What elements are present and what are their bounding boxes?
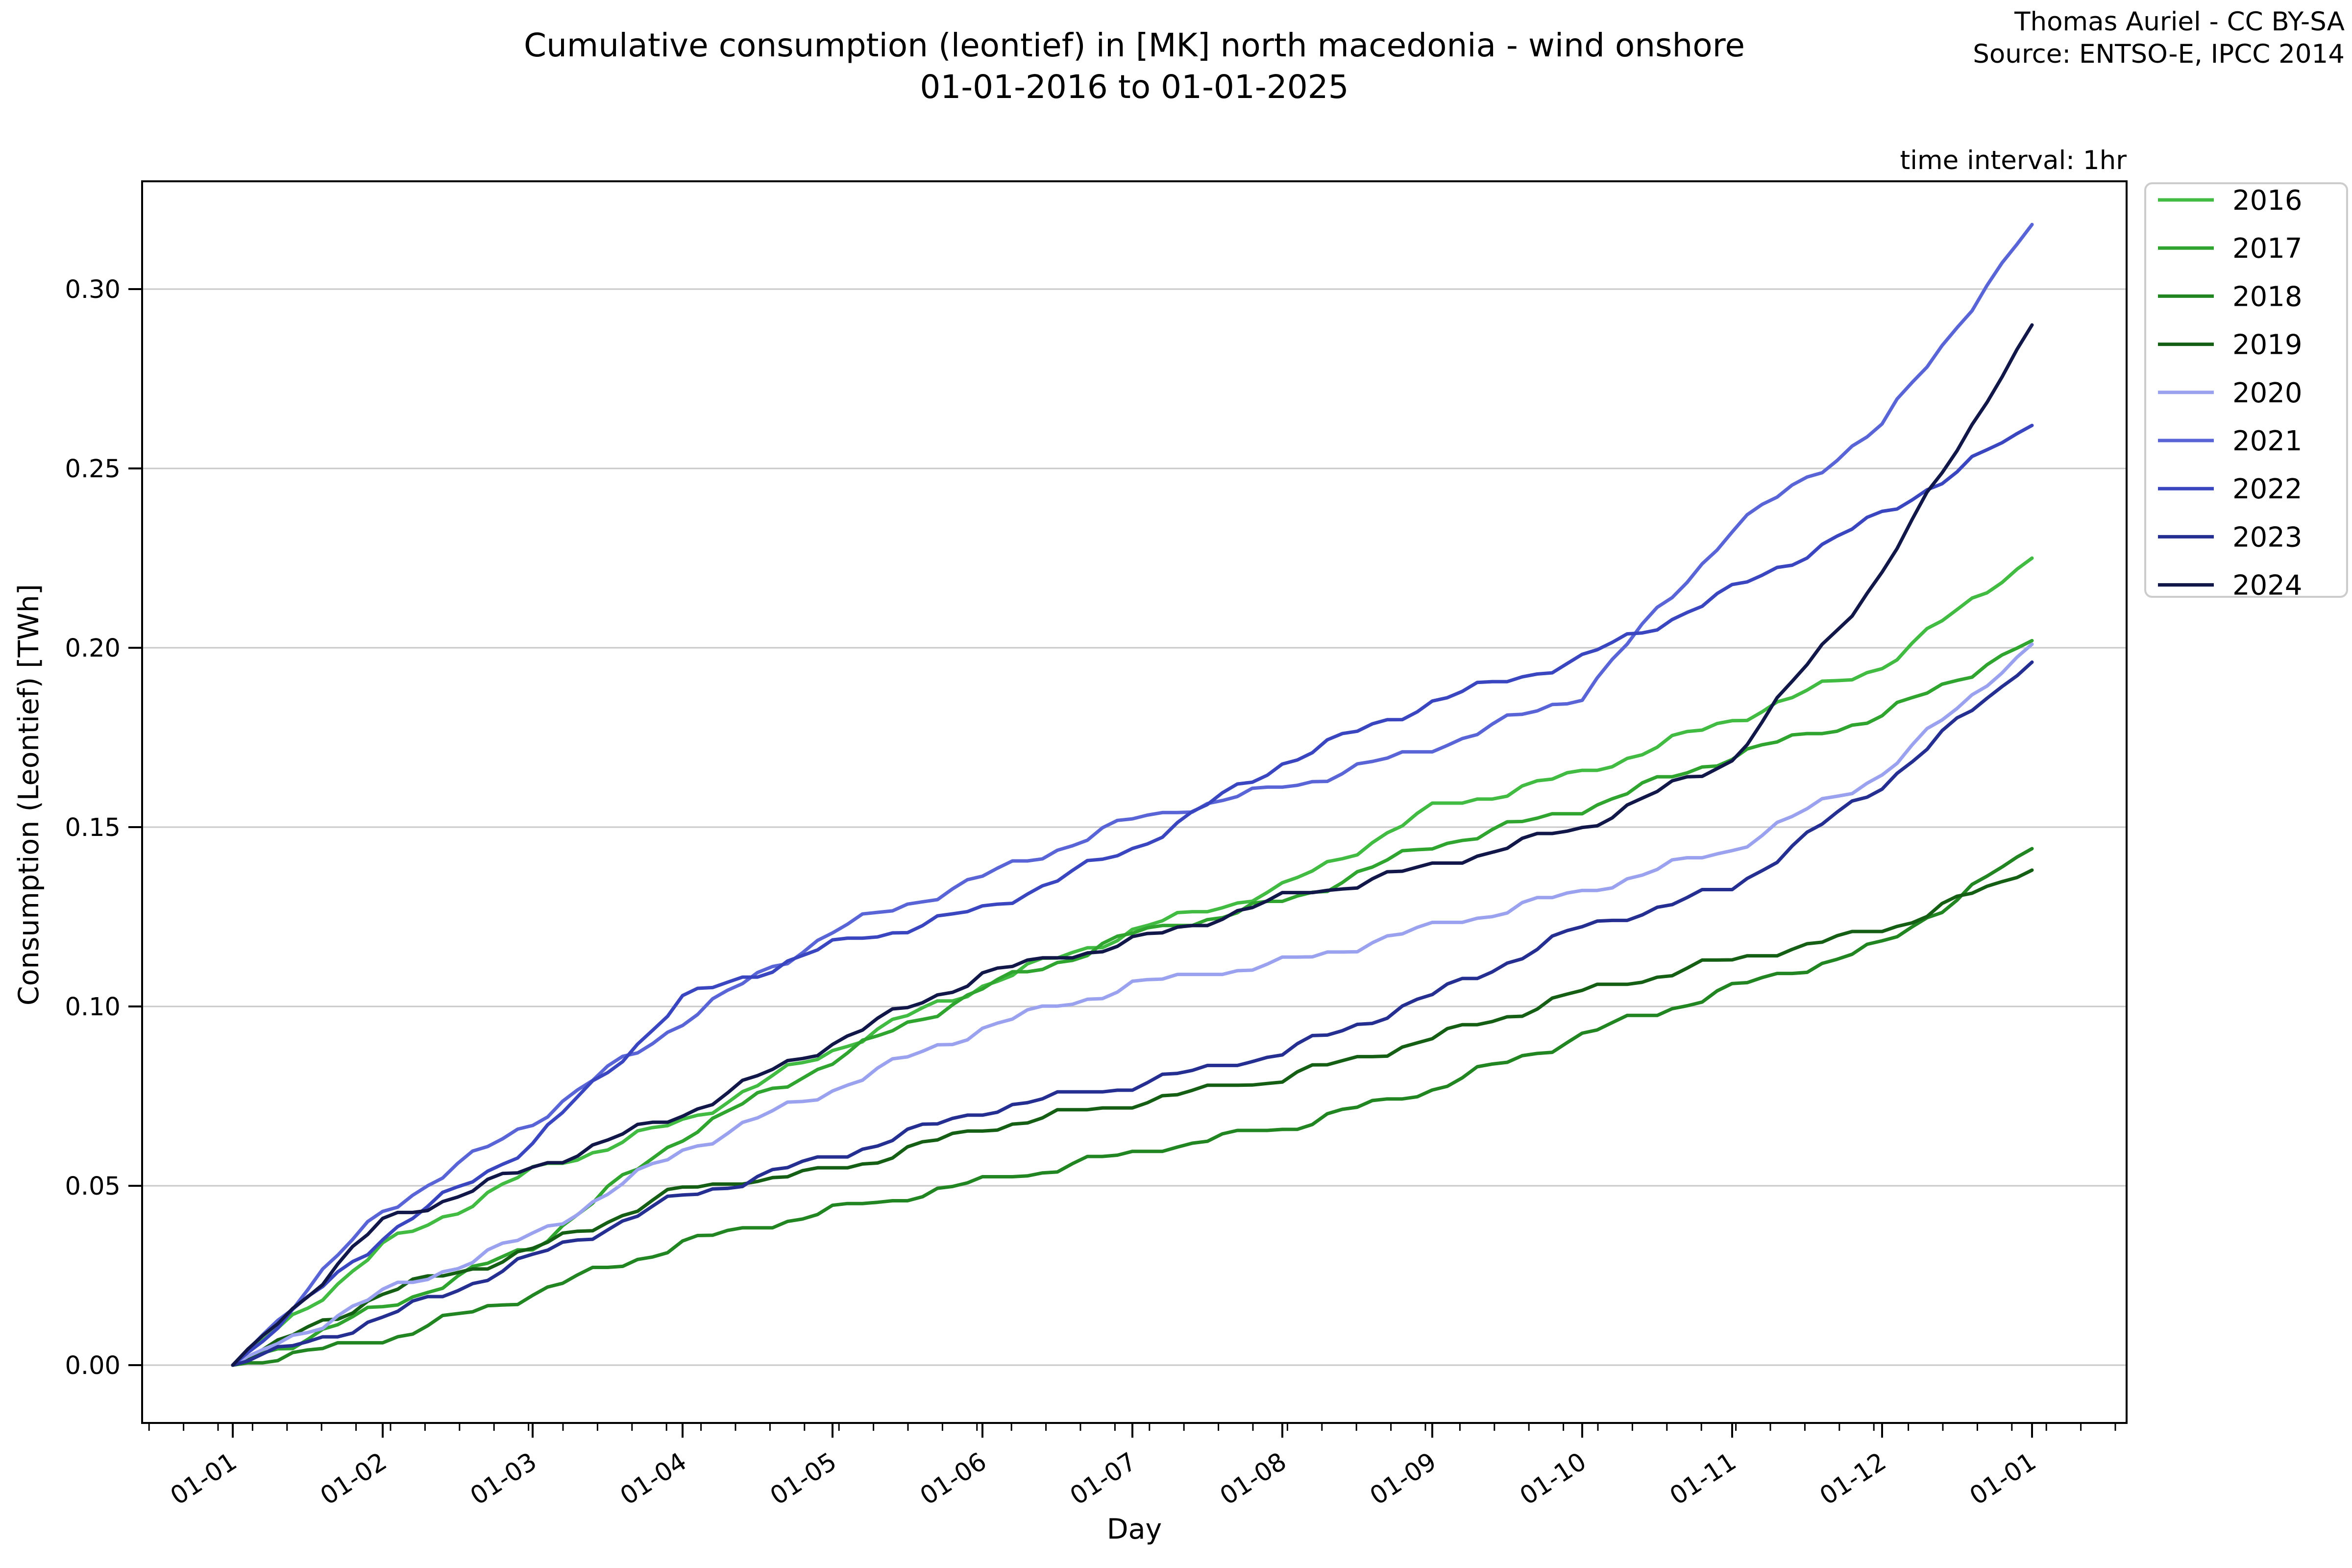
series-line-2024 bbox=[231, 323, 2034, 1367]
legend-label-2018: 2018 bbox=[2232, 281, 2303, 313]
y-axis-label: Consumption (Leontief) [TWh] bbox=[13, 584, 45, 1005]
x-tick-label: 01-01 bbox=[166, 1447, 242, 1511]
series-line-2021 bbox=[231, 222, 2034, 1367]
y-tick-label: 0.20 bbox=[65, 634, 121, 663]
data-series-lines bbox=[231, 222, 2034, 1367]
y-tick-label: 0.05 bbox=[65, 1172, 121, 1201]
x-tick-label: 01-12 bbox=[1815, 1447, 1891, 1511]
chart-title-line2: 01-01-2016 to 01-01-2025 bbox=[920, 68, 1348, 106]
gridlines bbox=[142, 288, 2127, 1366]
x-tick-label: 01-06 bbox=[915, 1447, 992, 1511]
x-tick-label: 01-07 bbox=[1065, 1447, 1142, 1511]
x-tick-label: 01-05 bbox=[765, 1447, 842, 1511]
legend-label-2020: 2020 bbox=[2232, 377, 2303, 409]
y-tick-label: 0.10 bbox=[65, 993, 121, 1022]
chart-title-line1: Cumulative consumption (leontief) in [MK… bbox=[524, 26, 1745, 64]
x-tick-label: 01-04 bbox=[615, 1447, 692, 1511]
time-interval-annotation: time interval: 1hr bbox=[1900, 146, 2127, 175]
x-tick-label: 01-10 bbox=[1515, 1447, 1592, 1511]
legend-label-2019: 2019 bbox=[2232, 329, 2303, 361]
y-tick-label: 0.25 bbox=[65, 455, 121, 484]
legend-label-2017: 2017 bbox=[2232, 233, 2303, 265]
series-line-2023 bbox=[231, 660, 2034, 1367]
x-tick-label: 01-02 bbox=[316, 1447, 392, 1511]
legend-label-2022: 2022 bbox=[2232, 473, 2303, 505]
x-tick-label: 01-01 bbox=[1965, 1447, 2041, 1511]
plot-spines bbox=[141, 180, 2128, 1424]
legend-label-2016: 2016 bbox=[2232, 185, 2303, 217]
legend-label-2021: 2021 bbox=[2232, 425, 2303, 457]
axis-ticks bbox=[128, 288, 2116, 1438]
x-tick-label: 01-08 bbox=[1215, 1447, 1292, 1511]
series-line-2018 bbox=[231, 847, 2034, 1367]
x-tick-label: 01-11 bbox=[1665, 1447, 1741, 1511]
legend: 2016 2017 2018 2019 2020 2021 2022 2023 2024 bbox=[2144, 182, 2348, 602]
series-line-2017 bbox=[231, 638, 2034, 1367]
series-line-2020 bbox=[231, 642, 2034, 1367]
credit-line1: Thomas Auriel - CC BY-SA bbox=[2014, 7, 2345, 37]
y-tick-label: 0.00 bbox=[65, 1351, 121, 1380]
series-line-2022 bbox=[231, 423, 2034, 1367]
credit-line2: Source: ENTSO-E, IPCC 2014 bbox=[1973, 39, 2345, 69]
series-line-2019 bbox=[231, 868, 2034, 1367]
x-axis-label: Day bbox=[1107, 1513, 1162, 1545]
x-tick-label: 01-03 bbox=[466, 1447, 542, 1511]
y-tick-label: 0.15 bbox=[65, 813, 121, 842]
legend-label-2023: 2023 bbox=[2232, 521, 2303, 553]
y-tick-label: 0.30 bbox=[65, 275, 121, 304]
x-tick-label: 01-09 bbox=[1365, 1447, 1442, 1511]
legend-label-2024: 2024 bbox=[2232, 570, 2303, 602]
